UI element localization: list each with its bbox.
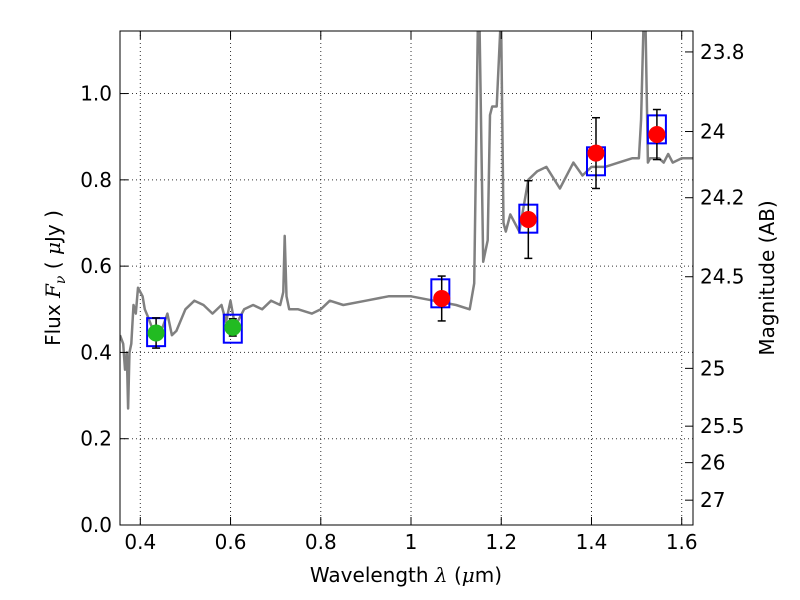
x-axis-label: Wavelength λ (μm) [310,563,502,587]
axis-ticks [120,31,693,526]
grid-lines [120,31,693,526]
y-tick-label: 1.0 [80,82,112,106]
y-tick-labels: 0.0 0.2 0.4 0.6 0.8 1.0 [80,82,112,537]
nir-data-point [648,126,666,144]
x-tick-label: 1.4 [576,530,608,554]
x-tick-label: 0.8 [305,530,337,554]
optical-data-point [147,324,165,342]
model-photometry-box [222,313,243,344]
x-tick-label: 1.6 [666,530,698,554]
y2-tick-label: 25 [700,356,725,380]
y-tick-label: 0.2 [80,427,112,451]
y-tick-label: 0.6 [80,254,112,278]
model-photometry-markers [146,114,667,348]
x-tick-label: 1 [405,530,418,554]
y-axis-label: Flux Fν ( μJy ) [41,210,69,346]
model-spectrum-path [120,31,693,410]
y2-tick-label: 24.2 [700,186,745,210]
y2-tick-label: 24 [700,120,725,144]
y2-tick-label: 24.5 [700,265,745,289]
y2-tick-label: 23.8 [700,40,745,64]
plot-frame [119,30,694,526]
nir-data-point [519,211,537,229]
y2-tick-label: 26 [700,451,725,475]
y2-tick-label: 27 [700,488,725,512]
y-tick-label: 0.4 [80,340,112,364]
model-photometry-box [430,278,451,309]
y-tick-label: 0.8 [80,168,112,192]
x-tick-label: 0.4 [124,530,156,554]
model-spectrum-line [120,31,693,410]
y-tick-label: 0.0 [80,513,112,537]
nir-data-point [433,289,451,307]
y2-tick-labels: 23.8 24 24.2 24.5 25 25.5 26 27 [700,40,745,512]
y2-tick-label: 25.5 [700,414,745,438]
optical-data-point [224,318,242,336]
x-tick-label: 1.2 [485,530,517,554]
x-tick-labels: 0.4 0.6 0.8 1 1.2 1.4 1.6 [124,530,697,554]
nir-data-point [587,144,605,162]
y2-axis-label: Magnitude (AB) [755,200,779,355]
x-tick-label: 0.6 [215,530,247,554]
observed-points [147,126,666,342]
